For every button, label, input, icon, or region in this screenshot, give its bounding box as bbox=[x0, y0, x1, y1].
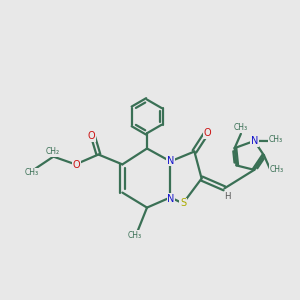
Text: CH₃: CH₃ bbox=[24, 168, 38, 177]
Text: CH₂: CH₂ bbox=[46, 147, 60, 156]
Text: CH₃: CH₃ bbox=[233, 123, 247, 132]
Text: O: O bbox=[72, 160, 80, 170]
Text: S: S bbox=[180, 198, 186, 208]
Text: CH₃: CH₃ bbox=[269, 135, 283, 144]
Text: N: N bbox=[167, 156, 174, 166]
Text: CH₃: CH₃ bbox=[269, 165, 284, 174]
Text: H: H bbox=[224, 192, 231, 201]
Text: O: O bbox=[88, 131, 95, 141]
Text: N: N bbox=[167, 194, 175, 204]
Text: O: O bbox=[203, 128, 211, 138]
Text: N: N bbox=[250, 136, 258, 146]
Text: CH₃: CH₃ bbox=[128, 231, 142, 240]
